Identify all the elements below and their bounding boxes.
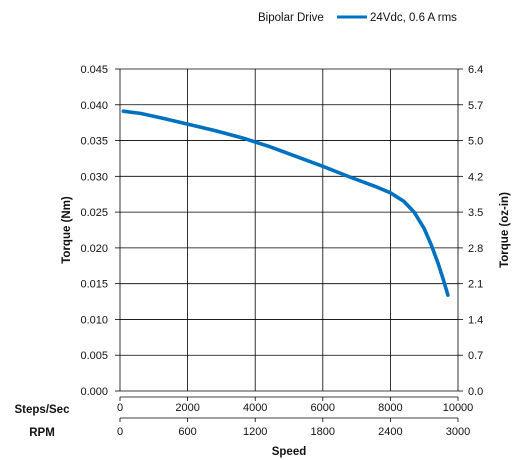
- y-left-tick-label: 0.000: [80, 386, 108, 398]
- y-right-tick-label: 4.2: [468, 171, 483, 183]
- chart-plot-area: [121, 109, 450, 297]
- y-right-tick-label: 5.0: [468, 136, 483, 148]
- x-secondary-tick-label: 2400: [378, 426, 402, 438]
- chart-grid: [119, 68, 459, 392]
- x-secondary-tick-label: 1800: [311, 426, 335, 438]
- y-left-tick-label: 0.020: [80, 243, 108, 255]
- x-primary-tick-label: 10000: [443, 402, 474, 414]
- series-line: [121, 109, 450, 297]
- y-left-tick-label: 0.040: [80, 100, 108, 112]
- y-left-tick-label: 0.010: [80, 314, 108, 326]
- x-secondary-tick-label: 3000: [446, 426, 470, 438]
- x-primary-tick-label: 4000: [243, 402, 267, 414]
- x-secondary-tick-label: 1200: [243, 426, 267, 438]
- y-right-tick-label: 0.0: [468, 386, 483, 398]
- x-axis-secondary-label: RPM: [29, 427, 55, 439]
- x-axis-primary-label: Steps/Sec: [15, 404, 71, 416]
- y-left-tick-label: 0.005: [80, 350, 108, 362]
- y-right-tick-label: 5.7: [468, 100, 483, 112]
- x-primary-tick-label: 6000: [311, 402, 335, 414]
- y-left-tick-label: 0.025: [80, 207, 108, 219]
- x-secondary-tick-label: 600: [178, 426, 196, 438]
- legend-drive-label: Bipolar Drive: [258, 12, 324, 24]
- x-primary-tick-label: 8000: [378, 402, 402, 414]
- chart-axes: [120, 396, 458, 419]
- y-right-tick-label: 2.8: [468, 243, 483, 255]
- y-right-tick-label: 1.4: [468, 314, 483, 326]
- x-axis-title: Speed: [272, 446, 307, 458]
- y-right-tick-label: 0.7: [468, 350, 483, 362]
- x-primary-tick-label: 0: [117, 402, 123, 414]
- x-primary-tick-label: 2000: [175, 402, 199, 414]
- y-right-tick-label: 3.5: [468, 207, 483, 219]
- y-left-tick-label: 0.035: [80, 136, 108, 148]
- y-right-tick-label: 2.1: [468, 279, 483, 291]
- x-secondary-tick-label: 0: [117, 426, 123, 438]
- y-left-tick-label: 0.045: [80, 64, 108, 76]
- y-left-tick-label: 0.030: [80, 171, 108, 183]
- chart-ticks: 0.0000.0050.0100.0150.0200.0250.0300.035…: [80, 64, 483, 438]
- legend: Bipolar Drive 24Vdc, 0.6 A rms: [258, 12, 457, 24]
- y-axis-left-label: Torque (Nm): [61, 196, 73, 264]
- y-right-tick-label: 6.4: [468, 64, 483, 76]
- y-axis-right-label: Torque (oz-in): [499, 192, 511, 268]
- legend-series-label: 24Vdc, 0.6 A rms: [370, 12, 457, 24]
- y-left-tick-label: 0.015: [80, 279, 108, 291]
